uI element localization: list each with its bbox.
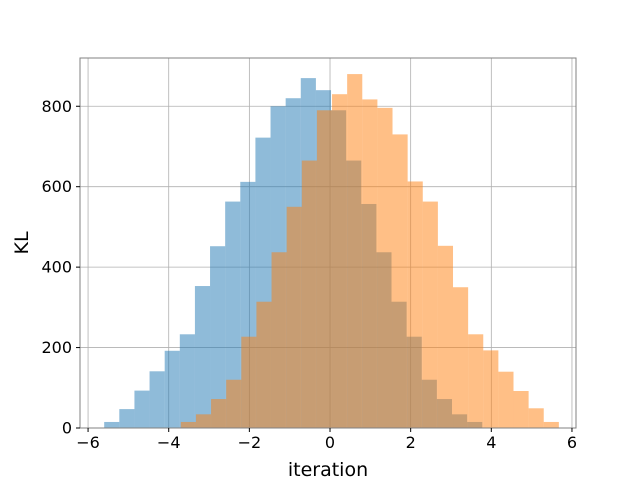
histogram-bar-series-2 (241, 336, 257, 428)
bars-layer (104, 74, 559, 429)
histogram-bar-series-2 (543, 421, 559, 428)
histogram-bar-series-2 (332, 94, 348, 429)
ticks-layer: −6 −4 −2 0 2 4 6 0 200 400 600 800 (41, 97, 577, 452)
histogram-bar-series-2 (180, 421, 196, 428)
histogram-bar-series-2 (483, 350, 499, 428)
y-tick-label: 0 (62, 419, 72, 438)
y-axis-label: KL (11, 231, 33, 254)
histogram-bar-series-1 (149, 371, 165, 428)
histogram-bar-series-1 (104, 421, 120, 428)
histogram-bar-series-2 (513, 391, 529, 428)
histogram-bar-series-2 (226, 379, 242, 428)
histogram-bar-series-2 (362, 99, 378, 428)
histogram-bar-series-1 (119, 409, 135, 428)
y-tick-label: 200 (41, 338, 72, 357)
histogram-bar-series-2 (468, 334, 484, 428)
histogram-bar-series-2 (256, 301, 272, 428)
histogram-bar-series-1 (210, 246, 226, 428)
histogram-bar-series-2 (453, 287, 469, 428)
histogram-bar-series-2 (528, 408, 544, 428)
histogram-bar-series-2 (407, 181, 423, 428)
histogram-bar-series-2 (195, 414, 212, 428)
x-tick-label: −4 (157, 433, 181, 452)
histogram-bar-series-1 (164, 350, 180, 428)
histogram-bar-series-1 (134, 390, 150, 428)
y-tick-label: 400 (41, 258, 72, 277)
histogram-bar-series-2 (286, 206, 302, 428)
histogram-bar-series-2 (347, 74, 363, 428)
histogram-bar-series-2 (211, 399, 227, 428)
y-tick-label: 600 (41, 177, 72, 196)
histogram-bar-series-2 (316, 110, 333, 429)
x-tick-label: −2 (238, 433, 262, 452)
histogram-bar-series-1 (179, 334, 195, 428)
histogram-bar-series-1 (194, 286, 211, 428)
histogram-bar-series-2 (422, 201, 438, 428)
x-tick-label: 6 (567, 433, 577, 452)
y-tick-label: 800 (41, 97, 72, 116)
x-tick-label: 2 (406, 433, 416, 452)
x-tick-label: 0 (325, 433, 335, 452)
histogram-bar-series-2 (437, 245, 454, 428)
histogram-bar-series-2 (392, 134, 408, 429)
histogram-bar-series-2 (498, 371, 514, 428)
histogram-bar-series-2 (301, 160, 317, 428)
histogram-bar-series-2 (377, 107, 393, 428)
histogram-bar-series-1 (225, 201, 241, 428)
histogram-bar-series-2 (271, 252, 287, 428)
plot-frame (79, 57, 577, 429)
x-tick-label: −6 (76, 433, 100, 452)
x-tick-label: 4 (486, 433, 496, 452)
x-axis-label: iteration (288, 459, 368, 480)
